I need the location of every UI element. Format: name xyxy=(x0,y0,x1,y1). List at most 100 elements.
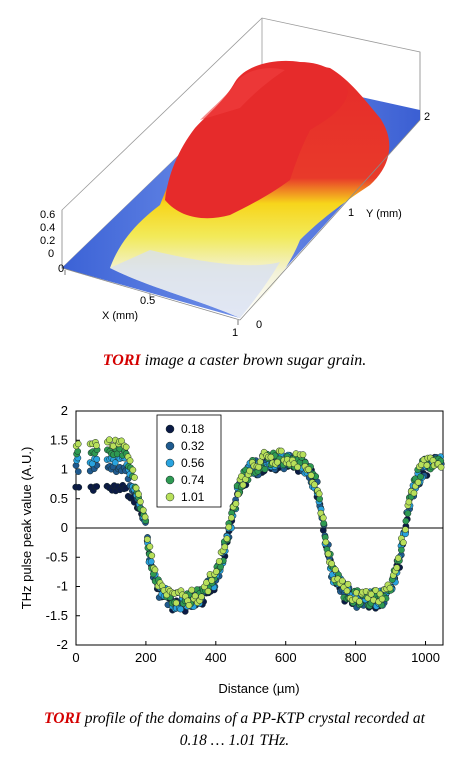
mound-side-shade xyxy=(110,250,280,318)
data-point xyxy=(394,554,402,562)
x-tick-0: 0 xyxy=(58,263,64,275)
data-point xyxy=(191,592,199,600)
data-point xyxy=(414,478,422,486)
data-point xyxy=(232,500,240,508)
data-point xyxy=(146,543,154,550)
data-point xyxy=(315,490,323,498)
data-point xyxy=(131,474,138,481)
data-point xyxy=(148,552,156,559)
caption-text-line2: 0.18 … 1.01 THz. xyxy=(179,732,290,749)
caption-highlight: TORI xyxy=(44,710,81,727)
caption-highlight: TORI xyxy=(102,352,141,369)
y-axis-label: Y (mm) xyxy=(366,208,402,220)
data-point xyxy=(319,514,327,522)
legend-marker xyxy=(165,492,175,502)
data-point xyxy=(147,558,155,565)
legend-label: 0.56 xyxy=(181,456,205,470)
legend-label: 1.01 xyxy=(181,490,205,504)
y-tick-label: 0 xyxy=(61,520,68,535)
x-tick-label: 200 xyxy=(135,650,157,665)
x-tick-1: 1 xyxy=(232,327,238,339)
scatter-chart: -2-1.5-1-0.500.511.52 0 200 400 600 800 1000 … xyxy=(19,403,445,696)
data-point xyxy=(311,481,318,489)
data-point xyxy=(177,605,184,613)
data-point xyxy=(221,543,229,551)
legend-marker xyxy=(165,475,175,485)
data-point xyxy=(267,453,275,461)
data-point xyxy=(274,458,281,466)
surface-plot: 0.6 0.4 0.2 0 0 0.5 X (mm) 1 0 1 Y (mm) … xyxy=(40,17,430,339)
data-point xyxy=(386,584,394,592)
y-tick-label: -1.5 xyxy=(46,608,68,623)
data-point xyxy=(378,595,386,603)
data-point xyxy=(137,498,144,506)
data-point xyxy=(356,598,363,605)
mound-plateau-highlight xyxy=(200,68,285,120)
data-point xyxy=(305,466,312,473)
data-point xyxy=(328,560,336,568)
y-tick-label: 2 xyxy=(61,403,68,418)
bottom-figure-caption: TORI profile of the domains of a PP-KTP … xyxy=(0,708,469,752)
data-point xyxy=(151,566,159,574)
data-point xyxy=(132,484,140,492)
legend-label: 0.18 xyxy=(181,422,205,436)
y-tick-label: 1 xyxy=(61,462,68,477)
data-point xyxy=(402,526,409,533)
data-point xyxy=(322,538,330,546)
data-point xyxy=(277,447,285,455)
y-tick-1: 1 xyxy=(348,207,354,219)
data-point xyxy=(338,577,346,585)
data-point xyxy=(393,564,401,572)
data-point xyxy=(410,489,418,497)
mound-plateau xyxy=(165,60,348,219)
data-point xyxy=(307,472,315,479)
data-point xyxy=(188,586,196,594)
y-tick-label: -2 xyxy=(56,637,68,652)
data-point xyxy=(239,481,247,489)
data-point xyxy=(343,587,351,595)
data-point xyxy=(246,467,253,475)
y-axis-label: THz pulse peak value (A.U.) xyxy=(19,447,34,610)
data-point xyxy=(208,577,216,584)
data-point xyxy=(324,550,332,558)
data-point xyxy=(294,463,301,471)
data-point xyxy=(405,498,413,506)
caption-text: image a caster brown sugar grain. xyxy=(140,352,367,369)
data-point xyxy=(74,440,82,448)
data-point xyxy=(93,455,101,463)
data-point xyxy=(106,436,113,444)
y-tick-label: 1.5 xyxy=(50,432,68,447)
x-axis-ticks xyxy=(64,270,239,325)
data-point xyxy=(367,590,375,598)
data-point xyxy=(144,536,151,543)
data-point xyxy=(93,483,101,490)
bounding-box-front xyxy=(61,119,421,321)
caption-text-line1: profile of the domains of a PP-KTP cryst… xyxy=(80,710,425,727)
data-point xyxy=(398,546,405,554)
y-axis-ticks: -2 -1.5 -1 -0.5 0 0.5 1 1.5 2 xyxy=(46,403,80,652)
legend-marker xyxy=(165,441,175,451)
data-points xyxy=(72,436,445,615)
data-point xyxy=(126,457,134,465)
x-tick-label: 600 xyxy=(275,650,297,665)
data-point xyxy=(198,593,205,601)
data-point xyxy=(172,599,180,607)
data-point xyxy=(223,535,231,543)
data-point xyxy=(139,506,147,514)
data-point xyxy=(332,566,339,574)
x-tick-label: 800 xyxy=(345,650,367,665)
data-point xyxy=(75,483,83,491)
data-point xyxy=(234,491,242,498)
data-point xyxy=(344,580,352,588)
legend-label: 0.32 xyxy=(181,439,205,453)
y-tick-label: -0.5 xyxy=(46,549,68,564)
data-point xyxy=(122,443,130,451)
data-point xyxy=(402,517,410,525)
data-point xyxy=(118,437,125,445)
z-tick-0.6: 0.6 xyxy=(40,209,55,221)
z-tick-0: 0 xyxy=(48,248,54,260)
legend-marker xyxy=(165,458,175,468)
x-tick-0.5: 0.5 xyxy=(140,295,155,307)
y-tick-0: 0 xyxy=(256,319,262,331)
data-point xyxy=(185,601,193,609)
